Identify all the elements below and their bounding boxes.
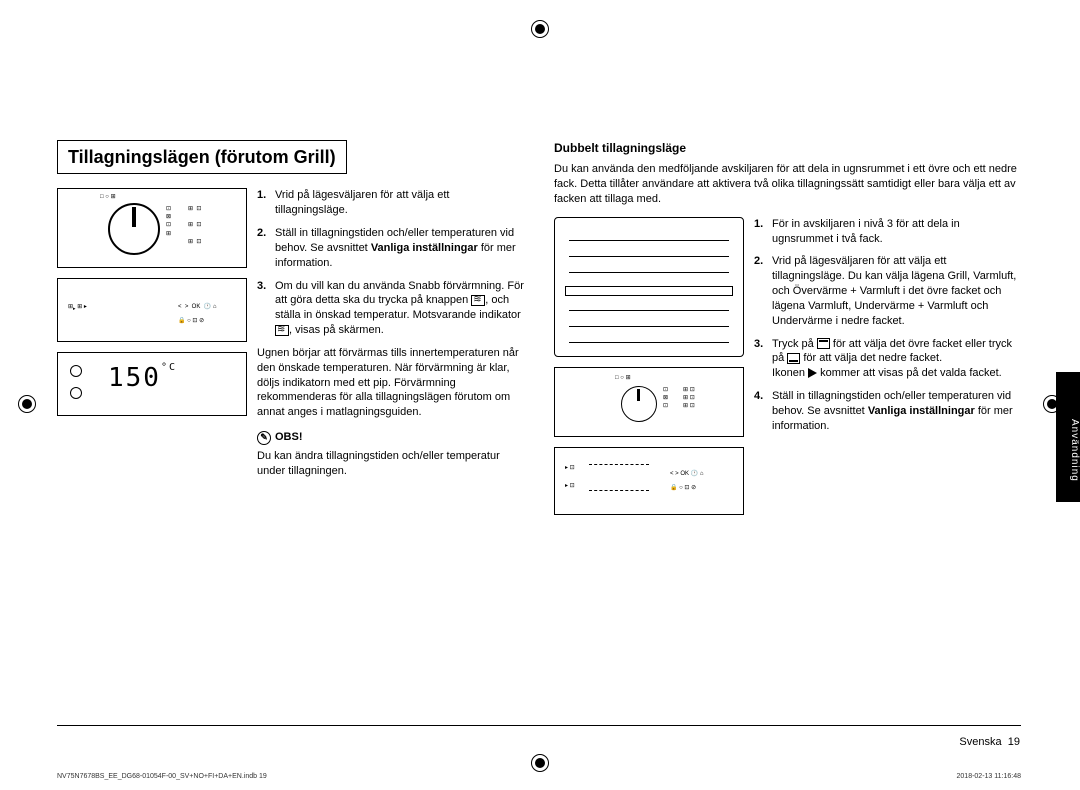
diagram-oven-cavity [554,217,744,357]
mini-knob-icon [621,386,657,422]
step-text: Om du vill kan du använda Snabb förvärmn… [275,279,524,338]
step-number: 2. [257,226,275,271]
sub-heading: Dubbelt tillagningsläge [554,140,1021,156]
left-column: Tillagningslägen (förutom Grill) □ ○ ⊞ ⊡… [57,140,524,525]
print-mark [531,754,549,772]
diagram-stack: □ ○ ⊞ ⊡⊠⊡⊞ ⊞ ⊡⊞ ⊡⊞ ⊡ ⊞▸ ⊞ ▸ < > OK 🕐 ⌂ 🔒… [57,188,247,478]
diagram-dual-display: ▸ ⊡ ▸ ⊡ < > OK 🕐 ⌂ 🔒 ○ ⊡ ⊘ [554,447,744,515]
upper-indicator-icon [70,365,82,377]
step-number: 3. [257,279,275,338]
right-column: Dubbelt tillagningsläge Du kan använda d… [554,140,1021,525]
step-text: Ställ in tillagningstiden och/eller temp… [772,389,1021,434]
print-footer: NV75N7678BS_EE_DG68-01054F-00_SV+NO+FI+D… [57,773,1021,780]
step-text: Vrid på lägesväljaren för att välja ett … [275,188,524,218]
selected-arrow-icon [808,368,817,378]
diagram-control-panel: ⊞▸ ⊞ ▸ < > OK 🕐 ⌂ 🔒 ○ ⊡ ⊘ [57,278,247,342]
divider-shelf-icon [565,286,733,296]
diagram-stack-right: □ ○ ⊞ ⊡⊠⊡ ⊞ ⊡⊞ ⊡⊞ ⊡ ▸ ⊡ ▸ ⊡ < > OK 🕐 ⌂ 🔒… [554,217,744,525]
print-mark [531,20,549,38]
content-columns: Tillagningslägen (förutom Grill) □ ○ ⊞ ⊡… [57,140,1021,525]
page-number: Svenska 19 [959,736,1020,748]
note-heading: ✎OBS! [257,430,524,445]
step-text: Vrid på lägesväljaren för att välja ett … [772,254,1021,328]
diagram-dual-knob: □ ○ ⊞ ⊡⊠⊡ ⊞ ⊡⊞ ⊡⊞ ⊡ [554,367,744,437]
step-number: 2. [754,254,772,328]
temp-display: 150°C [108,361,177,396]
section-heading: Tillagningslägen (förutom Grill) [57,140,347,174]
side-tab-label: Användning [1056,372,1080,502]
step-text: Ställ in tillagningstiden och/eller temp… [275,226,524,271]
preheat-button-icon [471,295,485,306]
lower-indicator-icon [70,387,82,399]
mode-knob-icon [108,203,160,255]
step-number: 4. [754,389,772,434]
note-text: Du kan ändra tillagningstiden och/eller … [257,449,524,479]
diagram-mode-dial: □ ○ ⊞ ⊡⊠⊡⊞ ⊞ ⊡⊞ ⊡⊞ ⊡ [57,188,247,268]
step-number: 1. [257,188,275,218]
step-number: 1. [754,217,772,247]
lower-compartment-icon [787,353,800,364]
intro-text: Du kan använda den medföljande avskiljar… [554,162,1021,207]
upper-compartment-icon [817,338,830,349]
print-mark [18,395,36,413]
diagram-display: 150°C [57,352,247,416]
bottom-rule [57,725,1021,726]
step-number: 3. [754,337,772,382]
footer-left: NV75N7678BS_EE_DG68-01054F-00_SV+NO+FI+D… [57,773,267,780]
right-text: 1.För in avskiljaren i nivå 3 för att de… [754,217,1021,525]
step-text: För in avskiljaren i nivå 3 för att dela… [772,217,1021,247]
paragraph: Ugnen börjar att förvärmas tills innerte… [257,346,524,420]
preheat-indicator-icon [275,325,289,336]
note-icon: ✎ [257,431,271,445]
left-text: 1.Vrid på lägesväljaren för att välja et… [257,188,524,478]
footer-right: 2018-02-13 11:16:48 [957,773,1021,780]
step-text: Tryck på för att välja det övre facket e… [772,337,1021,382]
